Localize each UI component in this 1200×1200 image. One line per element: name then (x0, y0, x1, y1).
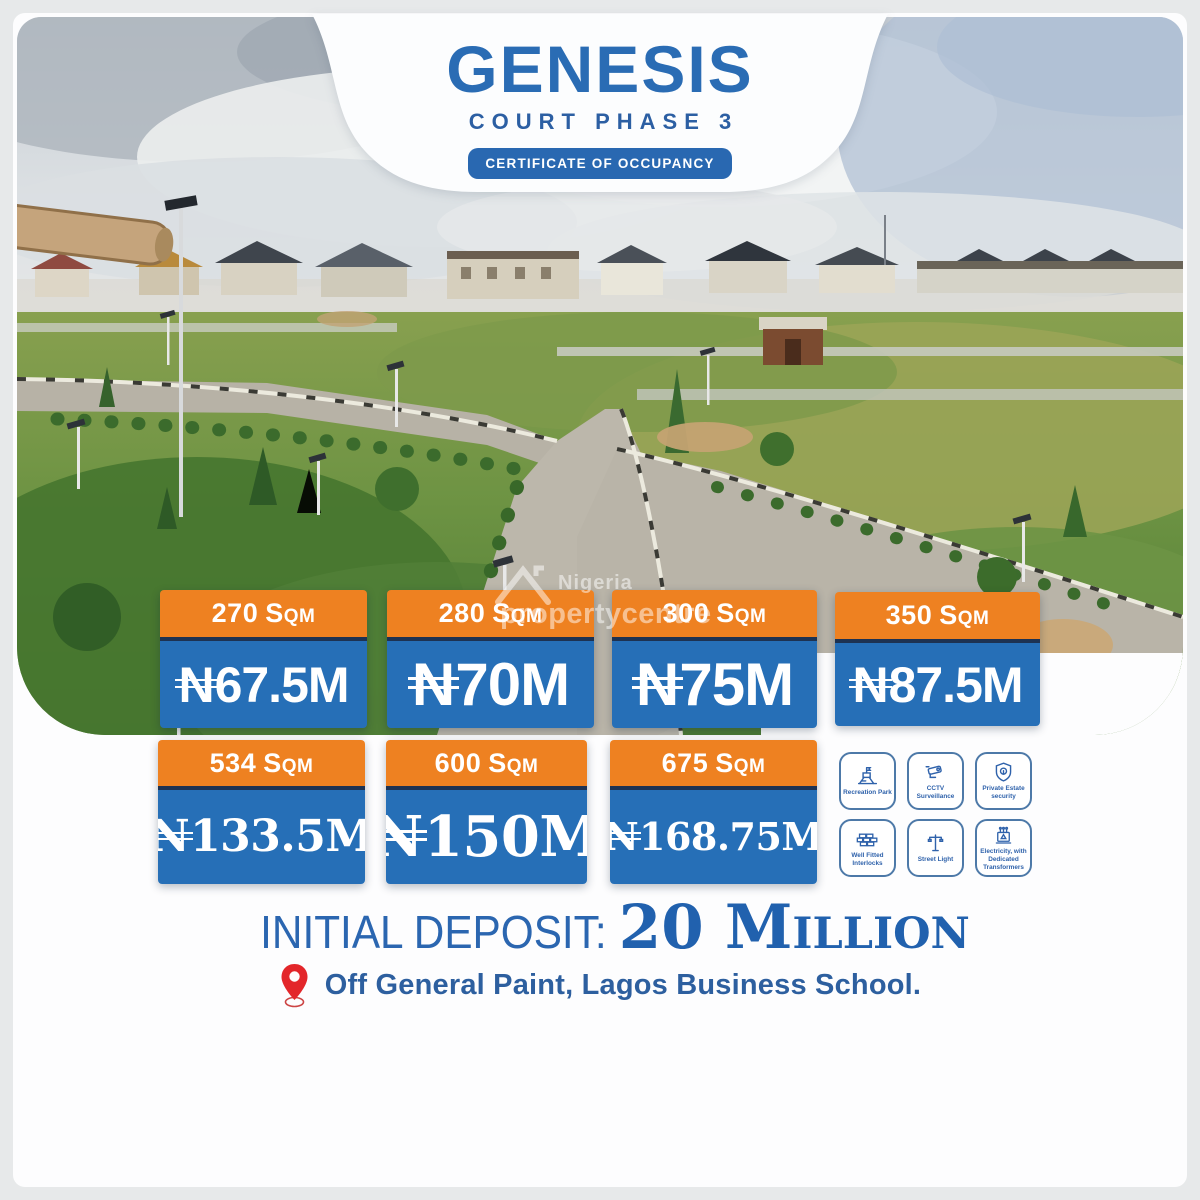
header: GENESIS COURT PHASE 3 CERTIFICATE OF OCC… (400, 36, 800, 179)
plot-card-280sqm: 280 Sqm N 70M (387, 590, 594, 728)
plot-card-270sqm: 270 Sqm N 67.5M (160, 590, 367, 728)
certificate-badge: CERTIFICATE OF OCCUPANCY (468, 148, 732, 179)
amenity-private-estate-security: Private Estate security (975, 752, 1032, 810)
plot-price: N 168.75M (610, 786, 817, 884)
amenity-electricity-transformers: Electricity, with Dedicated Transformers (975, 819, 1032, 877)
plot-size: 280 Sqm (387, 590, 594, 637)
naira-symbol: N (386, 809, 427, 865)
transformer-icon (995, 826, 1012, 844)
amenity-street-light: Street Light (907, 819, 964, 877)
location-pin-icon (281, 964, 308, 1008)
plot-price: N 150M (386, 786, 587, 884)
plot-card-534sqm: 534 Sqm N 133.5M (158, 740, 365, 884)
amenity-well-fitted-interlocks: Well Fitted Interlocks (839, 819, 896, 877)
naira-symbol: N (158, 815, 193, 859)
shield-lock-icon (995, 762, 1012, 782)
plot-price: N 133.5M (158, 786, 365, 884)
plot-card-350sqm: 350 Sqm N 87.5M (835, 592, 1040, 726)
location-line: Off General Paint, Lagos Business School… (0, 962, 1200, 1008)
amenities-grid: Recreation Park CCTV Surveillance Privat… (839, 752, 1032, 877)
amenity-cctv-surveillance: CCTV Surveillance (907, 752, 964, 810)
plot-price: N 70M (387, 637, 594, 728)
plot-card-300sqm: 300 Sqm N 75M (612, 590, 817, 728)
plot-card-600sqm: 600 Sqm N 150M (386, 740, 587, 884)
location-text: Off General Paint, Lagos Business School… (324, 968, 922, 1001)
plot-size: 350 Sqm (835, 592, 1040, 639)
page-title: GENESIS (446, 32, 754, 106)
deposit-value: 20 Million (618, 892, 970, 963)
plot-size: 300 Sqm (612, 590, 817, 637)
street-light-icon (927, 834, 944, 852)
plot-price: N 75M (612, 637, 817, 728)
amenity-recreation-park: Recreation Park (839, 752, 896, 810)
naira-symbol: N (610, 818, 642, 856)
plot-size: 600 Sqm (386, 740, 587, 786)
deposit-label: INITIAL DEPOSIT: (260, 906, 607, 958)
plot-price: N 87.5M (835, 639, 1040, 726)
naira-symbol: N (408, 650, 460, 718)
plot-size: 270 Sqm (160, 590, 367, 637)
plot-size: 675 Sqm (610, 740, 817, 786)
naira-symbol: N (849, 656, 892, 713)
playground-icon (857, 766, 878, 785)
plot-card-675sqm: 675 Sqm N 168.75M (610, 740, 817, 884)
plot-price: N 67.5M (160, 637, 367, 728)
initial-deposit-line: INITIAL DEPOSIT: 20 Million (0, 892, 1200, 963)
naira-symbol: N (632, 650, 684, 718)
plot-size: 534 Sqm (158, 740, 365, 786)
header-panel-shape (312, 14, 888, 192)
cctv-camera-icon (925, 765, 942, 778)
naira-symbol: N (175, 656, 218, 713)
bricks-icon (856, 833, 878, 847)
page-subtitle: COURT PHASE 3 (468, 109, 739, 134)
